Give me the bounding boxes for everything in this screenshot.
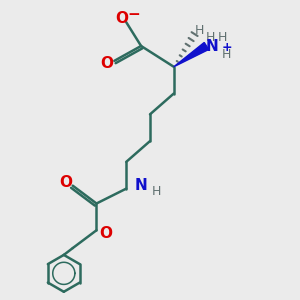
Text: N: N (206, 39, 219, 54)
Text: H: H (195, 24, 205, 37)
Text: O: O (100, 226, 112, 241)
Text: O: O (60, 175, 73, 190)
Text: H: H (218, 31, 227, 44)
Text: O: O (115, 11, 128, 26)
Text: +: + (221, 41, 232, 54)
Text: N: N (135, 178, 148, 193)
Text: O: O (100, 56, 113, 71)
Text: −: − (127, 7, 140, 22)
Text: H: H (151, 185, 160, 198)
Text: H: H (222, 48, 231, 62)
Polygon shape (174, 43, 209, 67)
Text: H: H (206, 31, 215, 44)
